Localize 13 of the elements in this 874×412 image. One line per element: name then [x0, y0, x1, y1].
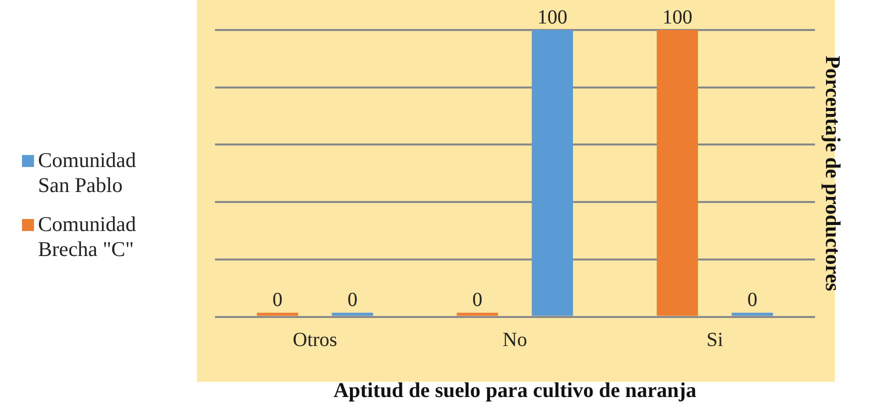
x-tick-label: Si	[706, 329, 724, 352]
data-label: 0	[272, 289, 282, 312]
data-label: 100	[662, 6, 692, 28]
y-axis-title: Porcentaje de productores	[820, 56, 845, 292]
data-label: 0	[747, 289, 758, 312]
x-tick-label: No	[502, 329, 528, 352]
data-label: 100	[537, 6, 568, 28]
legend-label: Comunidad San Pablo	[38, 148, 137, 198]
x-axis-title: Aptitud de suelo para cultivo de naranja	[333, 378, 697, 402]
data-label: 0	[472, 289, 482, 312]
data-label: 0	[347, 289, 358, 312]
legend-label: Comunidad Brecha "C"	[38, 212, 137, 262]
x-tick-label: Otros	[292, 329, 338, 352]
